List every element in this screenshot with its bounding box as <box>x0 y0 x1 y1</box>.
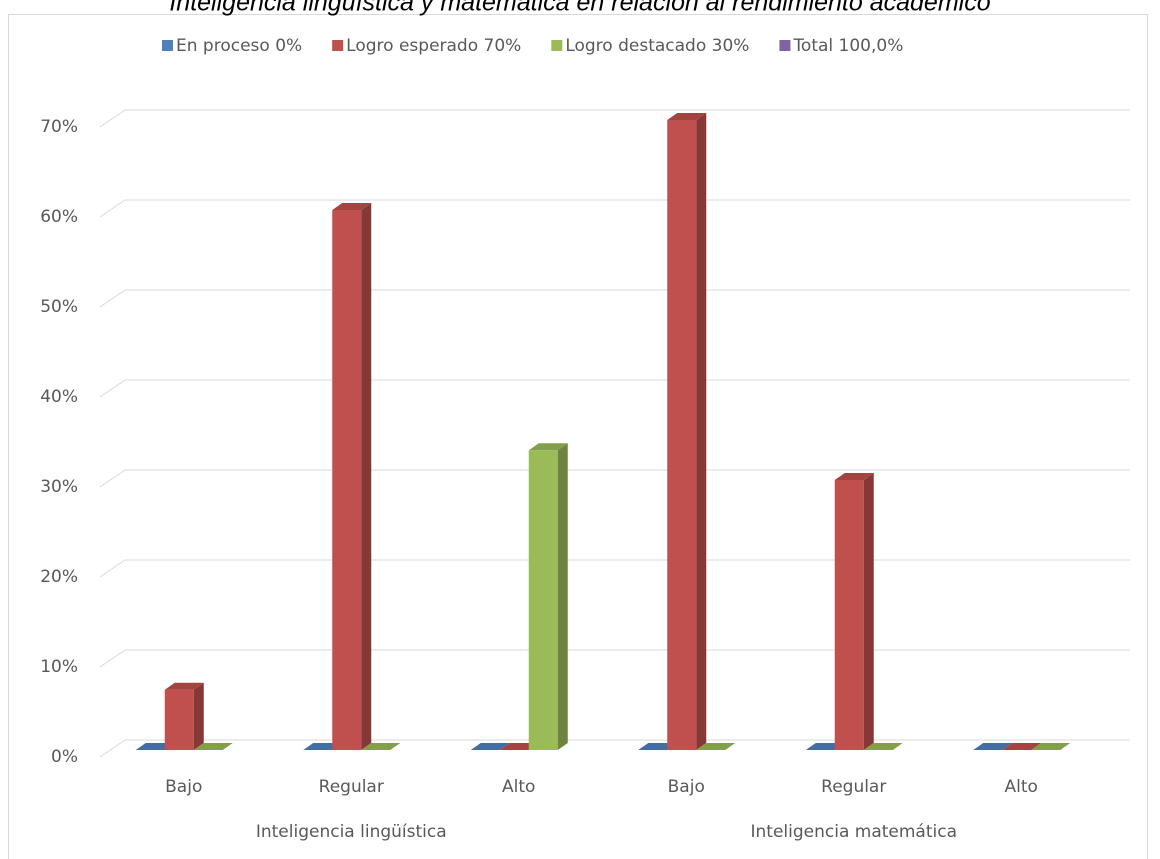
bar <box>528 443 568 750</box>
bar <box>332 203 372 750</box>
bar-top <box>193 743 233 750</box>
bar <box>863 743 903 750</box>
bar-side <box>193 682 204 750</box>
bar-top <box>332 203 372 210</box>
bar-top <box>667 113 707 120</box>
bar-front <box>164 689 194 750</box>
x-tick-label: Regular <box>821 777 886 797</box>
grid-line <box>99 559 126 578</box>
legend-swatch <box>779 40 791 51</box>
bar-top <box>528 443 568 451</box>
bar-top <box>863 743 903 750</box>
legend-swatch <box>332 40 344 51</box>
x-tick-label: Bajo <box>165 777 202 797</box>
group-label: Inteligencia matemática <box>750 822 957 842</box>
grid-line <box>99 649 126 668</box>
bar-top <box>696 743 736 750</box>
grid-line <box>99 289 126 308</box>
bar-front <box>332 210 362 750</box>
grid-line <box>99 109 126 128</box>
legend-label: Total 100,0% <box>792 36 903 56</box>
bar-side <box>863 473 874 750</box>
bar <box>667 113 707 750</box>
legend-label: En proceso 0% <box>176 36 302 56</box>
bar <box>696 743 736 750</box>
y-tick-label: 20% <box>40 567 78 587</box>
y-tick-label: 10% <box>40 657 78 677</box>
bar-front <box>528 450 558 750</box>
y-tick-label: 40% <box>40 387 78 407</box>
bar-top <box>164 682 204 690</box>
y-tick-label: 0% <box>51 747 78 767</box>
bar <box>1031 743 1071 750</box>
x-tick-label: Alto <box>1005 777 1038 797</box>
bar <box>1002 743 1042 750</box>
bar <box>193 743 233 750</box>
group-label: Inteligencia lingüística <box>256 822 447 842</box>
bar-top <box>834 473 874 480</box>
bar <box>164 682 204 750</box>
x-tick-label: Regular <box>319 777 384 797</box>
bar-side <box>361 203 372 750</box>
grid-line <box>99 379 126 398</box>
legend-swatch <box>551 40 563 51</box>
bar <box>361 743 401 750</box>
bar-top <box>1031 743 1071 750</box>
legend-label: Logro esperado 70% <box>346 36 521 56</box>
bar-top <box>973 743 1013 750</box>
grid-line <box>99 739 126 758</box>
bar <box>834 473 874 750</box>
bar <box>470 743 510 750</box>
y-tick-label: 50% <box>40 297 78 317</box>
y-tick-label: 70% <box>40 117 78 137</box>
bar-top <box>470 743 510 750</box>
bar-side <box>557 443 568 750</box>
x-tick-label: Bajo <box>668 777 705 797</box>
x-tick-label: Alto <box>502 777 535 797</box>
chart-title: Inteligencia lingüística y matemática en… <box>169 0 990 17</box>
bar-front <box>834 480 864 750</box>
y-tick-label: 60% <box>40 207 78 227</box>
bar-side <box>696 113 707 750</box>
bar <box>973 743 1013 750</box>
grid-line <box>99 199 126 218</box>
grid-line <box>99 469 126 488</box>
legend-swatch <box>162 40 173 51</box>
bar-top <box>1002 743 1042 750</box>
bar-top <box>361 743 401 750</box>
legend-label: Logro destacado 30% <box>565 36 749 56</box>
y-tick-label: 30% <box>40 477 78 497</box>
bar-front <box>667 120 697 750</box>
